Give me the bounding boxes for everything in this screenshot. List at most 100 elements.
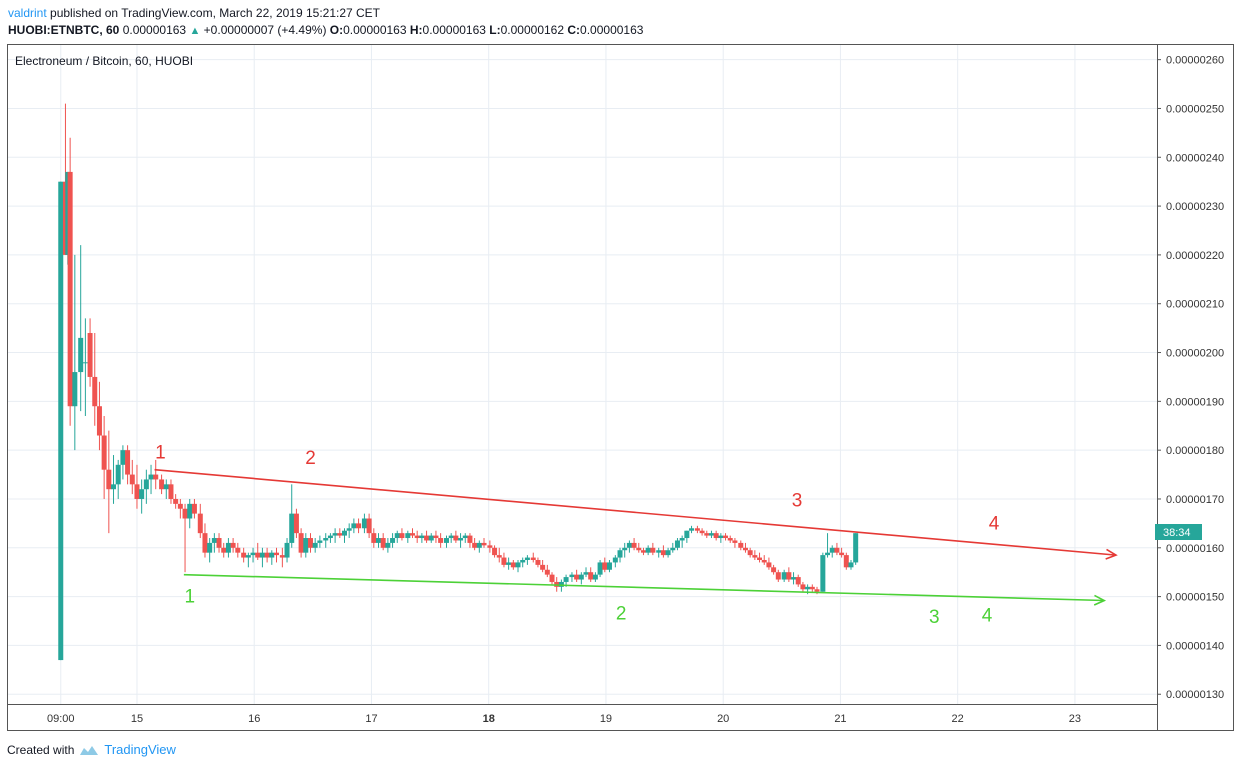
candle xyxy=(424,530,430,543)
low-label: L: xyxy=(489,23,501,37)
close-label: C: xyxy=(567,23,581,37)
candle-body xyxy=(510,562,516,568)
y-tick-label: 0.00000190 xyxy=(1166,396,1224,408)
y-tick-label: 0.00000130 xyxy=(1166,689,1224,701)
candle-body xyxy=(530,557,536,560)
candle-body xyxy=(535,559,541,565)
candle-body xyxy=(848,562,854,568)
publish-info: valdrint published on TradingView.com, M… xyxy=(8,6,380,20)
last-price: 0.00000163 xyxy=(122,23,187,37)
candle xyxy=(708,530,714,539)
candle xyxy=(96,381,102,451)
price-change: +0.00000007 (+4.49%) xyxy=(203,23,327,37)
candle xyxy=(786,567,792,582)
candle-body xyxy=(385,542,391,548)
candle xyxy=(723,533,729,541)
candle xyxy=(129,459,135,495)
candle-body xyxy=(679,538,685,541)
candle-body xyxy=(390,538,396,543)
candle-body xyxy=(346,528,352,531)
low-value: 0.00000162 xyxy=(500,23,565,37)
candle xyxy=(317,535,323,548)
candle xyxy=(458,533,464,548)
candle xyxy=(626,540,632,553)
candle xyxy=(307,533,313,553)
candle-body xyxy=(371,533,377,543)
candle-body xyxy=(168,484,174,499)
candle xyxy=(448,533,454,543)
author-link[interactable]: valdrint xyxy=(8,6,47,20)
candle-body xyxy=(839,552,845,556)
resistance-touch-label: 2 xyxy=(305,448,316,469)
candle-body xyxy=(327,535,333,539)
candle-body xyxy=(230,542,236,548)
candle-body xyxy=(120,450,126,465)
candle xyxy=(732,538,738,548)
candle xyxy=(535,557,541,568)
candle-body xyxy=(742,547,748,551)
x-tick-label: 20 xyxy=(717,713,729,725)
candle xyxy=(120,445,126,480)
candle-body xyxy=(143,479,149,490)
candle xyxy=(684,530,690,543)
candle xyxy=(250,547,256,563)
candle-body xyxy=(163,484,169,490)
candle xyxy=(111,455,117,504)
candle-body xyxy=(569,574,575,578)
resistance-line[interactable] xyxy=(154,468,1117,556)
candle xyxy=(766,557,772,570)
candle xyxy=(718,533,724,543)
triangle-up-icon: ▲ xyxy=(189,25,201,37)
candle xyxy=(399,528,405,541)
candle-body xyxy=(549,574,555,582)
candle-body xyxy=(221,547,227,553)
tradingview-link[interactable]: TradingView xyxy=(104,742,176,757)
candle xyxy=(640,547,646,556)
candle-body xyxy=(626,542,632,548)
candle-body xyxy=(563,577,569,582)
candle-body xyxy=(708,533,714,536)
candle xyxy=(163,479,169,499)
candle xyxy=(279,547,285,568)
candle xyxy=(800,581,806,592)
candle xyxy=(462,533,468,543)
candle xyxy=(660,545,666,558)
candle xyxy=(679,535,685,548)
candle-body xyxy=(134,484,140,499)
candle xyxy=(453,530,459,543)
candle xyxy=(645,545,651,556)
candle-layer xyxy=(58,103,859,661)
candle-body xyxy=(704,533,710,536)
candle-body xyxy=(409,533,415,536)
y-tick-label: 0.00000150 xyxy=(1166,592,1224,604)
candle-body xyxy=(660,550,666,556)
candle-body xyxy=(781,572,787,580)
candle xyxy=(549,572,555,585)
candle xyxy=(738,540,744,551)
candle-body xyxy=(829,547,835,553)
candle xyxy=(781,569,787,582)
candle-body xyxy=(617,550,623,558)
candle xyxy=(202,523,208,558)
candle xyxy=(569,572,575,582)
candle-body xyxy=(101,435,107,470)
candle xyxy=(173,494,179,509)
candle xyxy=(834,542,840,556)
candle xyxy=(650,542,656,556)
candle-body xyxy=(800,584,806,590)
candle xyxy=(125,445,131,485)
candle xyxy=(134,464,140,509)
x-tick-label: 18 xyxy=(483,713,495,725)
candle-body xyxy=(520,559,526,563)
x-tick-label: 22 xyxy=(952,713,964,725)
candle xyxy=(704,530,710,539)
candle xyxy=(197,503,203,539)
candle xyxy=(674,538,680,551)
symbol-info-bar: HUOBI:ETNBTC, 60 0.00000163 ▲ +0.0000000… xyxy=(8,23,643,37)
candle-body xyxy=(487,545,493,548)
candle-body xyxy=(834,547,840,553)
support-line[interactable] xyxy=(183,573,1105,602)
candle xyxy=(656,547,662,558)
candle xyxy=(606,559,612,573)
